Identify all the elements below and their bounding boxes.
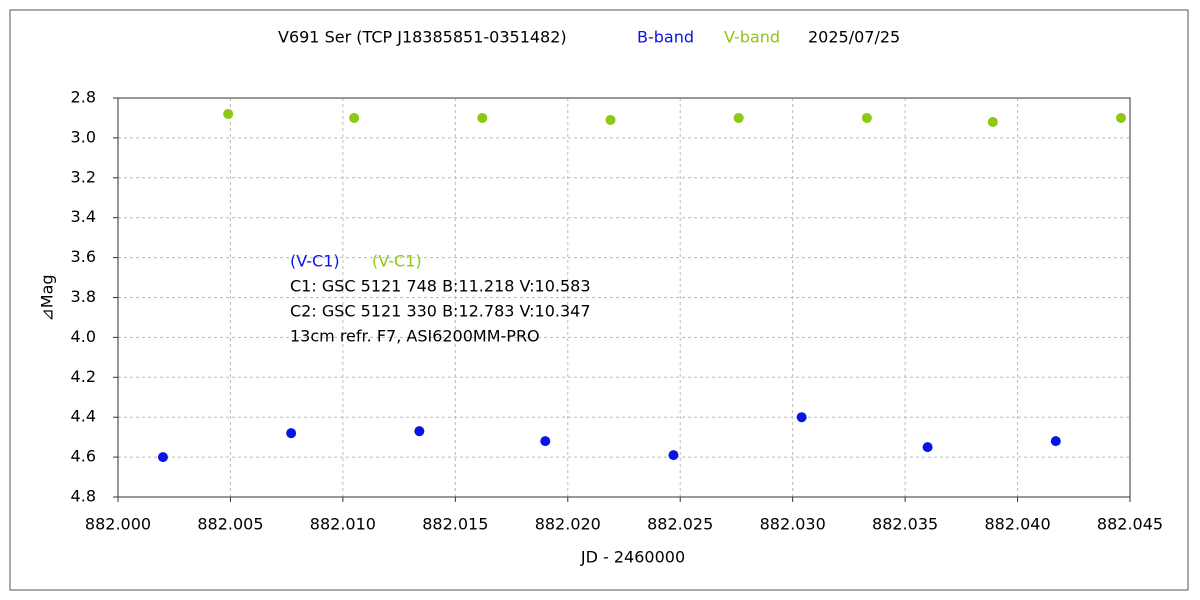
chart-frame	[9, 9, 1189, 591]
y-tick-label: 3.4	[71, 207, 96, 226]
y-tick-label: 3.0	[71, 127, 96, 146]
data-point	[223, 108, 234, 119]
annotation: C1: GSC 5121 748 B:11.218 V:10.583	[290, 277, 591, 296]
x-tick-label: 882.015	[422, 515, 488, 534]
y-tick-label: 3.2	[71, 167, 96, 186]
x-tick-label: 882.010	[310, 515, 376, 534]
y-tick-label: 3.6	[71, 247, 96, 266]
y-tick-label: 4.4	[71, 407, 96, 426]
chart-date: 2025/07/25	[808, 28, 900, 47]
x-axis-label: JD - 2460000	[580, 548, 685, 567]
y-tick-label: 3.8	[71, 287, 96, 306]
data-point	[1116, 112, 1127, 123]
x-tick-label: 882.020	[535, 515, 601, 534]
y-tick-label: 4.6	[71, 447, 96, 466]
data-point	[922, 442, 933, 453]
data-point	[861, 112, 872, 123]
data-point	[157, 452, 168, 463]
x-tick-label: 882.030	[760, 515, 826, 534]
x-tick-label: 882.025	[647, 515, 713, 534]
x-tick-label: 882.035	[872, 515, 938, 534]
data-point	[286, 428, 297, 439]
annotation: C2: GSC 5121 330 B:12.783 V:10.347	[290, 302, 591, 321]
x-tick-label: 882.045	[1097, 515, 1163, 534]
data-point	[668, 450, 679, 461]
data-point	[414, 426, 425, 437]
data-point	[1050, 436, 1061, 447]
y-tick-label: 4.0	[71, 327, 96, 346]
y-tick-label: 2.8	[71, 88, 96, 107]
x-tick-label: 882.040	[984, 515, 1050, 534]
annotation: (V-C1)	[372, 252, 422, 271]
y-tick-label: 4.2	[71, 367, 96, 386]
x-tick-label: 882.000	[85, 515, 151, 534]
data-point	[987, 116, 998, 127]
legend-entry: B-band	[637, 28, 694, 47]
x-tick-label: 882.005	[197, 515, 263, 534]
y-tick-label: 4.8	[71, 487, 96, 506]
annotation: (V-C1)	[290, 252, 340, 271]
legend-entry: V-band	[724, 28, 780, 47]
data-point	[349, 112, 360, 123]
data-point	[477, 112, 488, 123]
annotation: 13cm refr. F7, ASI6200MM-PRO	[290, 327, 540, 346]
chart-title: V691 Ser (TCP J18385851-0351482)	[278, 28, 567, 47]
data-point	[733, 112, 744, 123]
data-point	[605, 114, 616, 125]
data-point	[540, 436, 551, 447]
data-point	[796, 412, 807, 423]
y-axis-label: ⊿Mag	[38, 274, 57, 321]
plot-area	[117, 97, 1131, 498]
